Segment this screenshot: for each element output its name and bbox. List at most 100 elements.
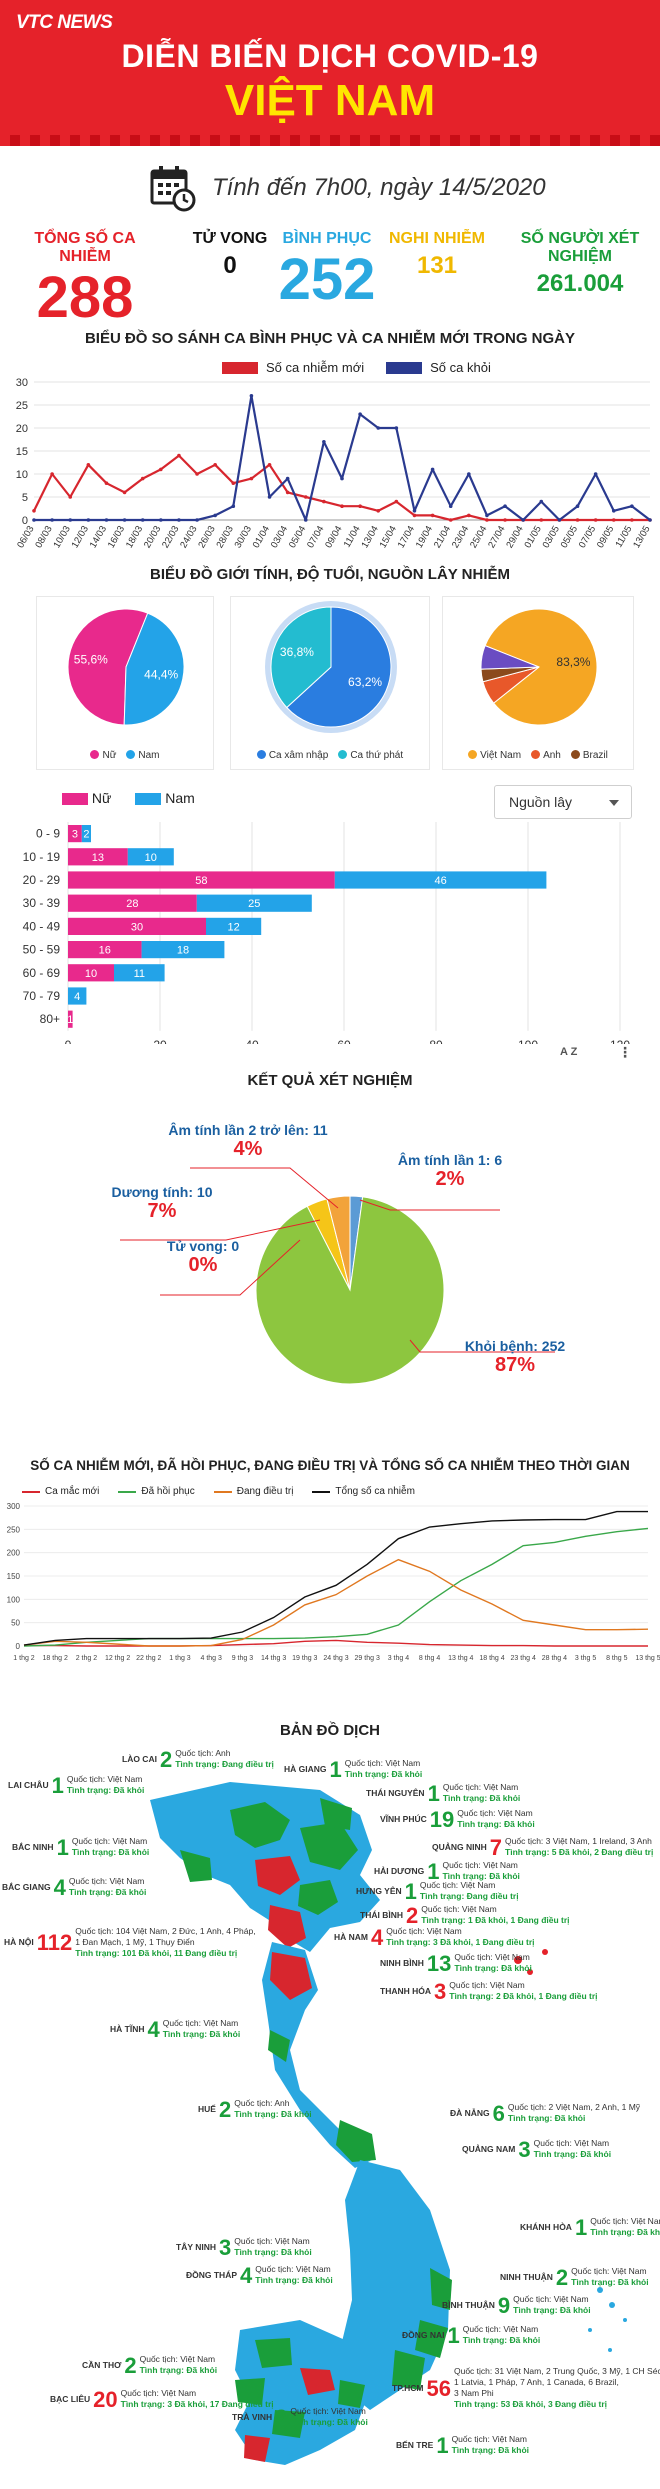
province-detail: Quốc tịch: 2 Việt Nam, 2 Anh, 1 Mỹ Tình t… — [508, 2102, 640, 2124]
data-point — [340, 476, 344, 481]
province-detail: Quốc tịch: Việt Nam Tình trạng: Đang điều… — [420, 1880, 519, 1902]
label-pct: 4% — [233, 1138, 263, 1160]
case-count: 13 — [426, 1950, 452, 1976]
data-point — [86, 463, 91, 467]
data-point — [376, 509, 381, 513]
data-point — [611, 518, 616, 522]
more-menu-icon[interactable]: ⋮ — [618, 1044, 632, 1060]
map-title: BẢN ĐỒ DỊCH — [280, 1722, 380, 1739]
bar-Nam — [81, 825, 91, 843]
data-point — [195, 472, 199, 476]
x-tick-label: 23/04 — [450, 524, 471, 550]
province-name: HƯNG YÊN — [356, 1885, 402, 1896]
x-tick-label: 28/03 — [214, 524, 235, 550]
bar-value-label: 25 — [248, 898, 260, 910]
map-label-hà-giang: HÀ GIANG 1 Quốc tịch: Việt Nam Tình trạng: … — [284, 1758, 422, 1780]
pie-card-source: 63,2% 36,8% Ca xâm nhập Ca thứ phát — [230, 596, 430, 770]
bar-value-label: 30 — [131, 921, 143, 933]
data-point — [86, 518, 91, 522]
data-point — [50, 472, 54, 476]
bar-Nam — [334, 871, 547, 889]
province-name: NINH THUẬN — [500, 2271, 553, 2282]
label-pct: 0% — [188, 1254, 218, 1276]
y-tick-label: 0 — [22, 515, 28, 527]
data-point — [430, 467, 435, 472]
data-point — [32, 509, 36, 513]
map-label-hà-tĩnh: HÀ TĨNH 4 Quốc tịch: Việt Nam Tình trạng: Đ… — [110, 2018, 240, 2040]
x-tick-label: 9 thg 3 — [232, 1655, 254, 1662]
detail-line: Tình trạng: Đã khỏi — [533, 2149, 612, 2159]
x-tick-label: 20/03 — [142, 524, 163, 550]
stat-label: BÌNH PHỤC — [282, 230, 372, 247]
province-name: HÀ NỘI — [4, 1937, 34, 1947]
detail-line: Quốc tịch: Anh — [234, 2098, 290, 2108]
data-point — [68, 495, 73, 499]
x-tick-label: 18 thg 4 — [479, 1655, 504, 1662]
x-tick-label: 19/04 — [414, 524, 435, 550]
data-point — [467, 472, 471, 476]
legend-item: Việt Nam — [468, 750, 521, 761]
source-dropdown[interactable]: Nguồn lây — [494, 785, 632, 819]
detail-line: Tình trạng: Đã khỏi — [68, 1887, 147, 1897]
pie-label: 55,6% — [74, 653, 108, 667]
x-tick-label: 3 thg 4 — [388, 1655, 410, 1662]
trend-chart: 0 50 100 150 200 250 300 1 thg 2 18 thg 2 2 thg 2… — [7, 1502, 660, 1662]
series-line-recovered — [34, 394, 651, 522]
x-tick-label: 05/05 — [559, 524, 580, 550]
label-positive: Dương tính: 10 7% — [106, 1184, 218, 1223]
data-point — [104, 518, 109, 522]
province-name: ĐỒNG THÁP — [186, 2269, 237, 2280]
case-count: 2 — [405, 1902, 419, 1928]
calendar-clock-icon — [150, 166, 196, 212]
x-tick-label: 07/04 — [305, 524, 326, 550]
province-name: LÀO CAI — [122, 1753, 157, 1764]
x-tick-label: 120 — [610, 1038, 630, 1044]
detail-line: Tình trạng: Đã khỏi — [71, 1847, 150, 1857]
detail-line: Quốc tịch: Việt Nam — [590, 2216, 660, 2226]
bar-Nam — [141, 941, 225, 959]
label-deaths: Tử vong: 0 0% — [150, 1238, 256, 1277]
x-tick-label: 80 — [429, 1038, 443, 1044]
data-point — [485, 518, 489, 522]
data-point — [575, 504, 580, 508]
bar-Nữ — [68, 848, 128, 866]
date-row: Tính đến 7h00, ngày 14/5/2020 — [150, 160, 546, 216]
map-label-lào-cai: LÀO CAI 2 Quốc tịch: Anh Tình trạng: Đang đ… — [122, 1748, 274, 1770]
detail-line: Tình trạng: Đang điều trị — [175, 1759, 274, 1769]
leader-line — [359, 1199, 500, 1211]
pie-legend: Việt Nam Anh Brazil — [443, 750, 633, 761]
stat-tested: SỐ NGƯỜI XÉT NGHIỆM 261.004 — [500, 230, 660, 302]
x-tick-label: 1 thg 3 — [169, 1655, 191, 1662]
case-count: 1 — [574, 2214, 588, 2240]
leader-line — [160, 1239, 301, 1296]
case-count: 3 — [434, 1978, 447, 2004]
detail-line: 1 Đan Mạch, 1 Mỹ, 1 Thụy Điển — [75, 1937, 195, 1947]
x-tick-label: 4 thg 3 — [200, 1655, 222, 1662]
province-name: NINH BÌNH — [380, 1957, 424, 1968]
sort-az-icon[interactable]: A Z — [560, 1046, 578, 1058]
detail-line: Quốc tịch: Việt Nam — [454, 1952, 530, 1962]
province-detail: Quốc tịch: Việt Nam Tình trạng: 3 Đã khỏi… — [386, 1926, 534, 1948]
case-count: 2 — [275, 2404, 288, 2430]
province-detail: Quốc tịch: Việt Nam Tình trạng: 1 Đã khỏi… — [421, 1904, 569, 1926]
data-point — [394, 426, 399, 430]
x-tick-label: 28 thg 4 — [542, 1655, 567, 1662]
vtc-news-logo[interactable]: VTC NEWS — [16, 12, 113, 33]
province-detail: Quốc tịch: Việt Nam Tình trạng: Đã khỏi — [534, 2138, 611, 2160]
map-label-bến-tre: BẾN TRE 1 Quốc tịch: Việt Nam Tình trạng: Đ… — [396, 2434, 529, 2456]
x-tick-label: 25/04 — [468, 524, 489, 550]
bar-value-label: 28 — [126, 898, 138, 910]
x-tick-label: 26/03 — [196, 524, 217, 550]
case-count: 1 — [329, 1756, 342, 1782]
detail-line: 3 Nam Phi — [453, 2388, 494, 2398]
x-tick-label: 13/04 — [359, 524, 380, 550]
y-tick-label: 40 - 49 — [23, 919, 61, 933]
x-tick-label: 14/03 — [88, 524, 109, 550]
data-point — [177, 453, 181, 458]
data-point — [630, 518, 634, 522]
pie-slice-Nam — [123, 612, 185, 726]
detail-line: Tình trạng: Đã khỏi — [454, 1963, 532, 1973]
case-count: 9 — [497, 2292, 511, 2318]
y-tick-label: 50 - 59 — [23, 943, 61, 957]
pie-label: 44,4% — [144, 667, 178, 681]
